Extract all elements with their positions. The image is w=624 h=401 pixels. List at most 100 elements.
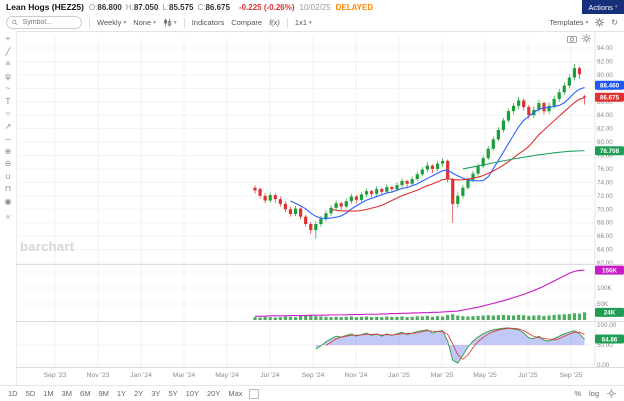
- svg-text:Mar '24: Mar '24: [173, 372, 196, 379]
- settings-button[interactable]: [595, 18, 605, 27]
- range-button-3m[interactable]: 3M: [61, 389, 73, 398]
- svg-text:88.460: 88.460: [600, 83, 620, 90]
- range-buttons: 1D 5D 1M 3M 6M 9M 1Y 2Y 3Y 5Y 10Y 20Y Max: [8, 389, 243, 398]
- tool-trend-line-icon[interactable]: ╱: [5, 46, 11, 56]
- ohlc-label: H:: [125, 2, 134, 12]
- svg-text:156K: 156K: [602, 267, 618, 274]
- custom-date-range-button[interactable]: [248, 388, 259, 399]
- scale-settings-button[interactable]: [607, 389, 616, 398]
- range-button-3y[interactable]: 3Y: [151, 389, 161, 398]
- tool-eye-icon[interactable]: ◉: [4, 196, 12, 206]
- svg-text:64.00: 64.00: [597, 247, 613, 254]
- svg-text:74.00: 74.00: [597, 179, 613, 186]
- range-button-10y[interactable]: 10Y: [185, 389, 199, 398]
- fx-label: f(x): [269, 18, 280, 27]
- log-scale-button[interactable]: log: [588, 389, 599, 398]
- chart-corner-icons: [567, 34, 591, 43]
- range-button-max[interactable]: Max: [228, 389, 243, 398]
- range-button-20y[interactable]: 20Y: [206, 389, 221, 398]
- expressions-button[interactable]: f(x): [269, 18, 280, 27]
- caret-down-icon: ▾: [153, 19, 156, 26]
- tool-pitchfork-icon[interactable]: ψ: [5, 71, 11, 81]
- actions-label: Actions: [588, 2, 613, 12]
- svg-text:May '25: May '25: [473, 372, 497, 379]
- toolbar-divider: [286, 17, 288, 28]
- tools-select[interactable]: None ▾: [133, 18, 156, 27]
- range-button-2y[interactable]: 2Y: [134, 389, 144, 398]
- period-select[interactable]: Weekly ▾: [97, 18, 126, 27]
- period-label: Weekly: [97, 18, 122, 27]
- svg-text:May '24: May '24: [215, 372, 239, 379]
- tool-brush-icon[interactable]: ~: [5, 84, 11, 93]
- ohlc-label: O:: [88, 2, 98, 12]
- svg-text:Sep '25: Sep '25: [560, 372, 583, 379]
- symbol-title: Lean Hogs (HEZ25): [6, 2, 84, 12]
- tool-measure-icon[interactable]: ↔: [4, 134, 12, 143]
- range-button-1y[interactable]: 1Y: [116, 389, 127, 398]
- caret-down-icon: ▾: [173, 19, 177, 26]
- svg-text:90.00: 90.00: [597, 72, 613, 79]
- symbol-search[interactable]: [6, 16, 82, 29]
- svg-text:Nov '24: Nov '24: [345, 372, 368, 379]
- percent-scale-button[interactable]: %: [574, 389, 581, 398]
- svg-text:24K: 24K: [604, 310, 616, 317]
- svg-text:Nov '23: Nov '23: [87, 372, 110, 379]
- tool-magnet-icon[interactable]: ∪: [5, 171, 11, 181]
- range-button-9m[interactable]: 9M: [98, 389, 109, 398]
- search-icon: [12, 19, 18, 26]
- tool-text-icon[interactable]: T: [5, 96, 11, 106]
- search-input[interactable]: [20, 18, 76, 27]
- collapse-toolbar-button[interactable]: «: [5, 212, 11, 221]
- svg-text:100.00: 100.00: [597, 322, 617, 329]
- layout-select[interactable]: 1x1 ▾: [295, 18, 312, 27]
- compare-button[interactable]: Compare: [231, 18, 262, 27]
- tool-cursor-icon[interactable]: +: [5, 34, 11, 43]
- tool-zoom-out-icon[interactable]: ⊖: [4, 159, 12, 168]
- svg-text:Sep '24: Sep '24: [302, 372, 325, 379]
- svg-text:Jan '24: Jan '24: [130, 372, 152, 379]
- tool-shapes-icon[interactable]: ○: [5, 109, 11, 118]
- camera-icon: [567, 35, 577, 43]
- chart-type-select[interactable]: ▾: [163, 18, 177, 27]
- range-button-5d[interactable]: 5D: [25, 389, 36, 398]
- ohlc-value: 86.675: [205, 2, 230, 12]
- gear-icon: [582, 34, 591, 43]
- svg-text:Jul '24: Jul '24: [260, 372, 280, 379]
- gear-icon: [595, 18, 605, 27]
- templates-label: Templates: [549, 18, 584, 27]
- svg-text:0.00: 0.00: [597, 362, 610, 369]
- range-button-1m[interactable]: 1M: [43, 389, 54, 398]
- svg-text:76.00: 76.00: [597, 166, 613, 173]
- templates-button[interactable]: Templates ▾: [549, 18, 588, 27]
- caret-down-icon: ▾: [585, 19, 589, 26]
- drawing-toolbar-tools: + ╱ ≡ ψ ~ T ○ ↗ ↔ ⊕ ⊖ ∪ ⊓ ◉: [2, 34, 14, 207]
- svg-text:62.00: 62.00: [597, 260, 613, 267]
- bottom-toolbar: 1D 5D 1M 3M 6M 9M 1Y 2Y 3Y 5Y 10Y 20Y Max % log: [0, 385, 624, 401]
- indicators-button[interactable]: Indicators: [192, 18, 225, 27]
- svg-text:50.00: 50.00: [597, 342, 613, 349]
- main-chart-svg[interactable]: Sep '23 Nov '23 Jan '24 Mar '24 May '24 Jul '…: [16, 31, 624, 386]
- svg-text:50K: 50K: [597, 301, 609, 308]
- actions-button[interactable]: Actions ▾: [582, 0, 624, 14]
- svg-text:Mar '25: Mar '25: [431, 372, 454, 379]
- tool-fibonacci-icon[interactable]: ≡: [5, 59, 11, 68]
- svg-text:78.708: 78.708: [600, 148, 620, 155]
- svg-text:86.00: 86.00: [597, 99, 613, 106]
- tool-arrow-icon[interactable]: ↗: [4, 121, 12, 131]
- svg-text:Jul '25: Jul '25: [518, 372, 538, 379]
- toolbar-divider: [183, 17, 185, 28]
- screenshot-button[interactable]: [567, 35, 577, 43]
- chart-settings-button[interactable]: [582, 34, 591, 43]
- range-button-5y[interactable]: 5Y: [168, 389, 178, 398]
- ohlc-label: C:: [197, 2, 206, 12]
- range-button-6m[interactable]: 6M: [80, 389, 91, 398]
- tool-zoom-in-icon[interactable]: ⊕: [4, 146, 12, 156]
- svg-text:66.00: 66.00: [597, 233, 613, 240]
- tool-lock-icon[interactable]: ⊓: [4, 184, 12, 193]
- range-button-1d[interactable]: 1D: [8, 389, 18, 398]
- reset-button[interactable]: ↻: [611, 18, 618, 27]
- layout-label: 1x1: [294, 18, 308, 27]
- svg-text:100K: 100K: [597, 285, 613, 292]
- svg-text:68.00: 68.00: [597, 220, 613, 227]
